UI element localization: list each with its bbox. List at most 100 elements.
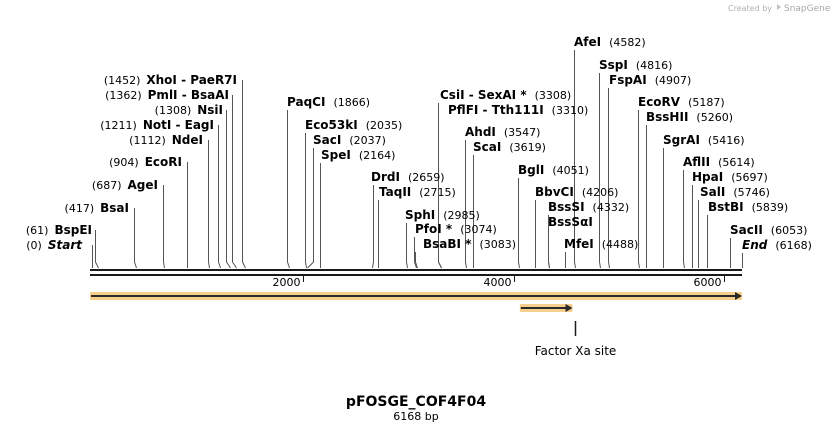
site-fspai[interactable]: FspAI (4907) [609, 73, 691, 87]
site-ecorv[interactable]: EcoRV (5187) [638, 95, 725, 109]
site-end[interactable]: End (6168) [742, 238, 812, 252]
site-position: (1866) [333, 96, 370, 109]
site-csii-sexai[interactable]: CsiI - SexAI * (3308) [440, 88, 571, 102]
backbone-feature-arrow[interactable] [90, 292, 742, 300]
site-name: SacI [313, 133, 341, 147]
site-position: (6053) [771, 224, 808, 237]
site-sali[interactable]: SalI (5746) [700, 185, 770, 199]
site-paqci[interactable]: PaqCI (1866) [287, 95, 370, 109]
site-lead-bsssai [548, 230, 550, 269]
site-scai[interactable]: ScaI (3619) [473, 140, 546, 154]
site-name: EcoRV [638, 95, 681, 109]
site-position: (4582) [609, 36, 646, 49]
site-position: (3308) [535, 89, 572, 102]
site-position: (4332) [593, 201, 630, 214]
site-bgli[interactable]: BglI (4051) [518, 163, 589, 177]
site-position: (6168) [775, 239, 812, 252]
axis-tick-label: 6000 [694, 276, 722, 289]
site-lead-sphi [406, 223, 408, 269]
site-afei[interactable]: AfeI (4582) [574, 35, 646, 49]
site-lead-bgli [518, 178, 520, 269]
site-position: (5416) [708, 134, 745, 147]
site-sgrai[interactable]: SgrAI (5416) [663, 133, 744, 147]
site-lead-saci [307, 148, 314, 269]
site-name: BssSI [548, 200, 585, 214]
site-name: End [742, 238, 768, 252]
site-lead-noti-eagi [218, 125, 221, 269]
site-position: (4816) [636, 59, 673, 72]
site-mfei[interactable]: MfeI (4488) [564, 237, 638, 251]
site-name: CsiI - SexAI * [440, 88, 527, 102]
site-pfoi[interactable]: PfoI * (3074) [415, 222, 497, 236]
site-ecori[interactable]: EcoRI (904) [109, 155, 182, 169]
site-position: (2715) [419, 186, 456, 199]
plasmid-name: pFOSGE_COF4F04 [346, 394, 486, 410]
site-position: (5614) [718, 156, 755, 169]
site-sphi[interactable]: SphI (2985) [405, 208, 480, 222]
site-lead-pmli-bsaai [232, 95, 237, 269]
site-bstbi[interactable]: BstBI (5839) [708, 200, 788, 214]
site-agei[interactable]: AgeI (687) [92, 178, 158, 192]
site-pmli-bsaai[interactable]: PmlI - BsaAI (1362) [105, 88, 229, 102]
factor-xa-site-label: Factor Xa site [535, 344, 617, 358]
site-bbvci[interactable]: BbvCI (4206) [535, 185, 618, 199]
site-name: BglI [518, 163, 544, 177]
site-hpai[interactable]: HpaI (5697) [692, 170, 768, 184]
site-name: BbvCI [535, 185, 574, 199]
site-position: (4206) [582, 186, 619, 199]
site-bspei[interactable]: BspEI (61) [26, 223, 92, 237]
site-lead-bspei [95, 230, 99, 269]
site-position: (3619) [509, 141, 546, 154]
site-aflii[interactable]: AflII (5614) [683, 155, 755, 169]
site-xhoi-paer7i[interactable]: XhoI - PaeR7I (1452) [104, 73, 237, 87]
site-bsai[interactable]: BsaI (417) [65, 201, 129, 215]
site-drdi[interactable]: DrdI (2659) [371, 170, 445, 184]
site-sacii[interactable]: SacII (6053) [730, 223, 807, 237]
site-name: SpeI [321, 148, 351, 162]
site-name: NsiI [197, 103, 223, 117]
site-name: BspEI [54, 223, 92, 237]
site-noti-eagi[interactable]: NotI - EagI (1211) [100, 118, 214, 132]
site-name: SspI [599, 58, 628, 72]
site-name: SacII [730, 223, 763, 237]
site-position: (1112) [129, 134, 166, 147]
site-lead-eco53ki [305, 133, 307, 269]
site-pflfi-tth111i[interactable]: PflFI - Tth111I (3310) [448, 103, 588, 117]
credit-prefix: Created by [728, 4, 772, 13]
site-start[interactable]: Start (0) [26, 238, 83, 252]
site-name: AgeI [128, 178, 158, 192]
site-bsssai[interactable]: BssSαI [548, 215, 593, 229]
site-bsssi[interactable]: BssSI (4332) [548, 200, 629, 214]
credit-brand: SnapGene [784, 4, 831, 14]
site-name: AflII [683, 155, 710, 169]
backbone-feature-arrow-head [735, 292, 742, 300]
site-taqii[interactable]: TaqII (2715) [379, 185, 456, 199]
factor-xa-feature-arrow[interactable] [519, 304, 573, 312]
site-ahdi[interactable]: AhdI (3547) [465, 125, 540, 139]
site-name: MfeI [564, 237, 594, 251]
site-eco53ki[interactable]: Eco53kI (2035) [305, 118, 402, 132]
plasmid-title-block: pFOSGE_COF4F04 6168 bp [346, 394, 486, 423]
site-lead-pfoi [414, 237, 417, 269]
site-position: (4907) [655, 74, 692, 87]
site-nsii[interactable]: NsiI (1308) [155, 103, 223, 117]
site-name: DrdI [371, 170, 400, 184]
site-name: XhoI - PaeR7I [146, 73, 237, 87]
site-lead-ecorv [638, 110, 640, 269]
site-bsshii[interactable]: BssHII (5260) [646, 110, 733, 124]
site-saci[interactable]: SacI (2037) [313, 133, 386, 147]
site-sspi[interactable]: SspI (4816) [599, 58, 672, 72]
site-position: (4051) [552, 164, 589, 177]
site-name: AfeI [574, 35, 601, 49]
site-lead-aflii [683, 170, 685, 269]
site-leads [92, 50, 743, 269]
site-lead-paqci [287, 110, 290, 269]
site-position: (417) [65, 202, 95, 215]
site-name: NotI - EagI [143, 118, 214, 132]
site-spei[interactable]: SpeI (2164) [321, 148, 395, 162]
site-position: (0) [26, 239, 42, 252]
site-name: PfoI * [415, 222, 453, 236]
site-ndei[interactable]: NdeI (1112) [129, 133, 203, 147]
site-bsabi[interactable]: BsaBI * (3083) [423, 237, 516, 251]
